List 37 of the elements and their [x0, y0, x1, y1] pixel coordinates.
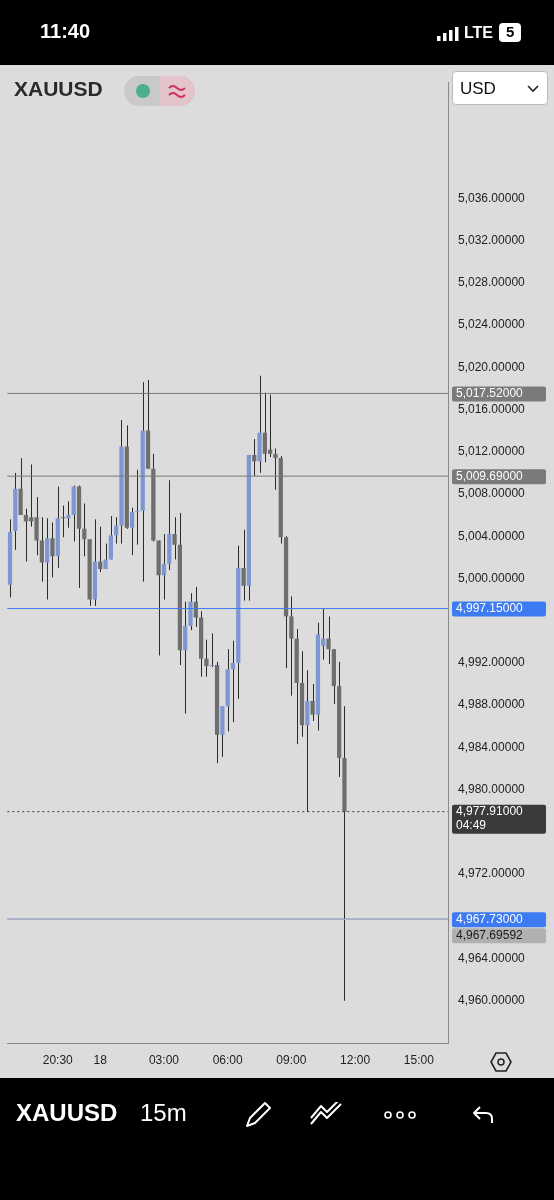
ref-line-label: 5,009.69000 [456, 468, 524, 483]
y-tick-label: 4,972.00000 [458, 866, 526, 881]
y-tick-label: 4,960.00000 [458, 993, 526, 1008]
y-tick-label: 4,964.00000 [458, 950, 526, 965]
y-tick-label: 4,992.00000 [458, 655, 526, 670]
y-tick-label: 5,036.00000 [458, 190, 526, 205]
x-tick-label: 03:00 [148, 1052, 180, 1067]
text: 11:40 [40, 20, 91, 42]
text: LTE [464, 24, 494, 42]
y-tick-label: 5,012.00000 [458, 444, 526, 459]
text: USD [460, 79, 496, 99]
chart-title: XAUUSD [14, 77, 103, 101]
ref-line-label: 4,967.69592 [456, 927, 524, 942]
x-tick-label: 15:00 [403, 1052, 435, 1067]
y-tick-label: 4,988.00000 [458, 697, 526, 712]
y-tick-label: 5,008.00000 [458, 486, 526, 501]
y-tick-label: 4,984.00000 [458, 739, 526, 754]
y-tick-label: 5,024.00000 [458, 317, 526, 332]
text: XAUUSD [16, 1099, 118, 1127]
x-tick-label: 09:00 [276, 1052, 307, 1067]
text: 15m [140, 1099, 187, 1127]
x-tick-label: 12:00 [340, 1052, 371, 1067]
x-tick-label: 20:30 [42, 1052, 74, 1067]
x-tick-label: 06:00 [212, 1052, 244, 1067]
y-tick-label: 5,004.00000 [458, 528, 526, 543]
y-tick-label: 5,032.00000 [458, 232, 526, 247]
y-tick-label: 4,980.00000 [458, 781, 526, 796]
y-tick-label: 5,020.00000 [458, 359, 526, 374]
text: 5 [499, 23, 522, 42]
x-tick-label: 18 [93, 1052, 108, 1067]
ref-line-label: 5,017.52000 [456, 386, 524, 401]
ref-line-label: 4,967.73000 [456, 911, 524, 926]
ref-line-label: 4,997.15000 [456, 601, 524, 616]
y-tick-label: 5,016.00000 [458, 401, 526, 416]
ref-line-label: 4,977.91000 04:49 [456, 804, 524, 833]
y-tick-label: 5,028.00000 [458, 275, 526, 290]
y-tick-label: 5,000.00000 [458, 570, 526, 585]
